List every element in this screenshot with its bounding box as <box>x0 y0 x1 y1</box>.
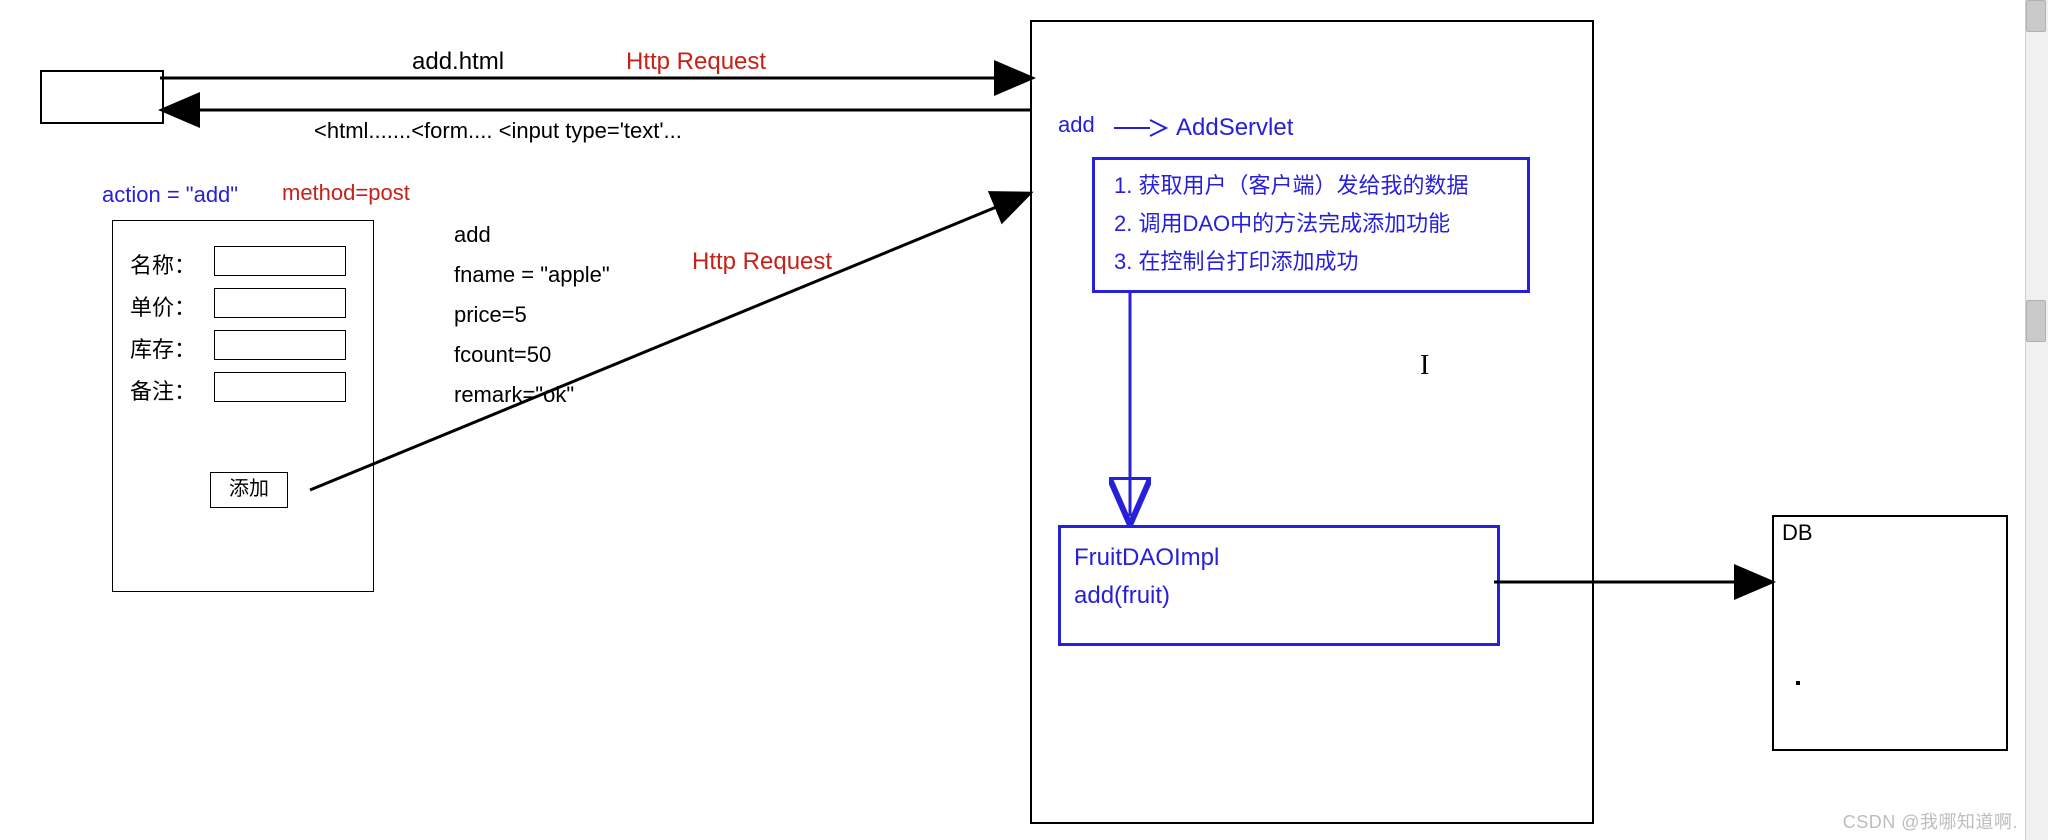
servlet-step-1: 1. 获取用户（客户端）发给我的数据 <box>1114 168 1468 200</box>
scrollbar-thumb-top[interactable] <box>2026 0 2046 32</box>
form-label-0: 名称： <box>130 248 196 280</box>
stray-dot <box>1796 681 1800 685</box>
client-box <box>40 70 164 124</box>
dao-line-1: FruitDAOImpl <box>1074 544 1219 572</box>
label-addservlet: AddServlet <box>1176 114 1293 142</box>
post-param-1: fname = "apple" <box>454 262 610 288</box>
label-add-html: add.html <box>412 48 504 76</box>
post-param-4: remark="ok" <box>454 382 574 408</box>
arrow-form-to-server <box>310 194 1028 490</box>
diagram-stage: add.html Http Request <html.......<form.… <box>0 0 2048 840</box>
post-param-0: add <box>454 222 491 248</box>
form-label-2: 库存： <box>130 332 196 364</box>
label-action-add: action = "add" <box>102 182 238 208</box>
server-box <box>1030 20 1594 824</box>
text-cursor-icon: I <box>1420 350 1429 382</box>
form-input-3[interactable] <box>214 372 346 402</box>
label-html-snippet: <html.......<form.... <input type='text'… <box>314 118 682 144</box>
label-http-request-1: Http Request <box>626 48 766 76</box>
form-label-1: 单价： <box>130 290 196 322</box>
dao-line-2: add(fruit) <box>1074 582 1170 610</box>
label-http-request-2: Http Request <box>692 248 832 276</box>
post-param-2: price=5 <box>454 302 527 328</box>
post-param-3: fcount=50 <box>454 342 551 368</box>
servlet-step-2: 2. 调用DAO中的方法完成添加功能 <box>1114 206 1450 238</box>
servlet-step-3: 3. 在控制台打印添加成功 <box>1114 244 1358 276</box>
form-input-1[interactable] <box>214 288 346 318</box>
label-method-post: method=post <box>282 180 410 206</box>
label-add-word: add <box>1058 112 1095 138</box>
db-box <box>1772 515 2008 751</box>
scrollbar-track[interactable] <box>2025 0 2048 840</box>
scrollbar-thumb-mid[interactable] <box>2026 300 2046 342</box>
watermark-text: CSDN @我哪知道啊. <box>1843 808 2018 834</box>
label-db: DB <box>1782 520 1813 546</box>
form-label-3: 备注： <box>130 374 196 406</box>
form-input-2[interactable] <box>214 330 346 360</box>
form-submit-button[interactable]: 添加 <box>210 472 288 508</box>
form-input-0[interactable] <box>214 246 346 276</box>
